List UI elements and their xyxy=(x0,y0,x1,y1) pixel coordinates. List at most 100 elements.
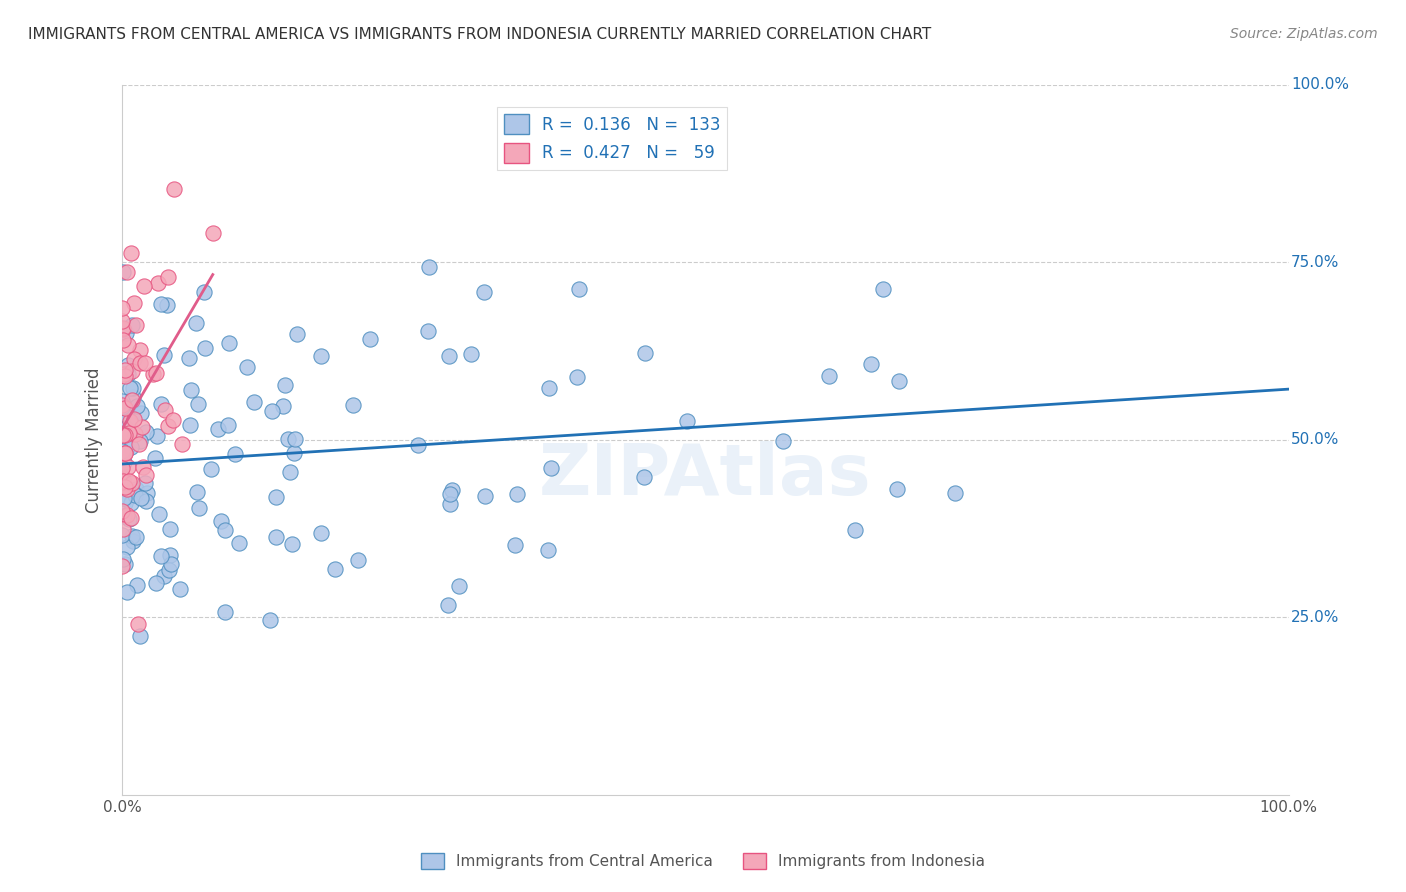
Point xyxy=(128,629,150,643)
Point xyxy=(114,425,136,440)
Point xyxy=(460,347,482,361)
Point xyxy=(186,485,208,500)
Point xyxy=(122,296,145,310)
Point xyxy=(565,369,588,384)
Point xyxy=(124,351,146,366)
Point xyxy=(125,578,148,592)
Point xyxy=(540,461,562,475)
Point xyxy=(112,491,135,506)
Point xyxy=(193,285,215,299)
Point xyxy=(236,359,259,374)
Point xyxy=(818,369,841,384)
Point xyxy=(111,461,134,475)
Point xyxy=(134,356,156,370)
Point xyxy=(160,557,183,571)
Point xyxy=(111,413,134,427)
Point xyxy=(259,614,281,628)
Point xyxy=(145,367,167,381)
Point xyxy=(114,369,136,384)
Point xyxy=(111,428,134,442)
Point xyxy=(217,417,239,432)
Point xyxy=(179,417,201,432)
Point xyxy=(228,536,250,550)
Point xyxy=(142,367,165,381)
Legend: R =  0.136   N =  133, R =  0.427   N =   59: R = 0.136 N = 133, R = 0.427 N = 59 xyxy=(496,107,727,169)
Point xyxy=(285,327,308,342)
Point xyxy=(262,404,284,418)
Point xyxy=(135,425,157,439)
Point xyxy=(676,414,699,428)
Point xyxy=(115,264,138,278)
Point xyxy=(112,321,135,335)
Point xyxy=(117,508,139,523)
Point xyxy=(159,522,181,536)
Point xyxy=(124,488,146,502)
Point xyxy=(121,364,143,378)
Point xyxy=(132,460,155,475)
Point xyxy=(111,559,134,574)
Point xyxy=(129,405,152,419)
Point xyxy=(505,538,527,552)
Point xyxy=(156,419,179,434)
Point xyxy=(112,496,135,510)
Point xyxy=(114,495,136,509)
Point xyxy=(131,419,153,434)
Text: 25.0%: 25.0% xyxy=(1291,610,1340,624)
Point xyxy=(177,351,200,365)
Point xyxy=(408,438,430,452)
Point xyxy=(772,434,794,448)
Point xyxy=(117,540,139,554)
Point xyxy=(111,527,134,541)
Text: 50.0%: 50.0% xyxy=(1291,433,1340,447)
Point xyxy=(118,425,141,440)
Point xyxy=(118,381,141,395)
Point xyxy=(112,523,135,537)
Point xyxy=(117,338,139,352)
Point xyxy=(150,549,173,563)
Point xyxy=(120,409,142,424)
Point xyxy=(120,246,142,260)
Point xyxy=(111,393,134,408)
Point xyxy=(117,358,139,372)
Point xyxy=(125,482,148,496)
Point xyxy=(872,282,894,296)
Point xyxy=(112,509,135,524)
Point xyxy=(170,437,193,451)
Y-axis label: Currently Married: Currently Married xyxy=(86,368,103,513)
Point xyxy=(120,511,142,525)
Point xyxy=(111,422,134,436)
Point xyxy=(437,349,460,363)
Point xyxy=(193,341,215,355)
Point xyxy=(271,399,294,413)
Point xyxy=(283,446,305,460)
Point xyxy=(122,534,145,549)
Point xyxy=(209,514,232,528)
Point xyxy=(163,182,186,196)
Point xyxy=(117,460,139,475)
Point xyxy=(278,465,301,479)
Point xyxy=(121,475,143,490)
Point xyxy=(218,336,240,351)
Point xyxy=(111,491,134,505)
Point xyxy=(124,427,146,442)
Point xyxy=(135,493,157,508)
Point xyxy=(129,434,152,448)
Point xyxy=(346,553,368,567)
Point xyxy=(472,285,495,300)
Point xyxy=(136,486,159,500)
Point xyxy=(122,412,145,426)
Point xyxy=(309,349,332,363)
Point xyxy=(121,318,143,332)
Text: Source: ZipAtlas.com: Source: ZipAtlas.com xyxy=(1230,27,1378,41)
Point xyxy=(180,383,202,397)
Point xyxy=(127,617,149,632)
Point xyxy=(114,558,136,572)
Point xyxy=(112,368,135,382)
Point xyxy=(359,332,381,346)
Text: IMMIGRANTS FROM CENTRAL AMERICA VS IMMIGRANTS FROM INDONESIA CURRENTLY MARRIED C: IMMIGRANTS FROM CENTRAL AMERICA VS IMMIG… xyxy=(28,27,931,42)
Text: ZIPAtlas: ZIPAtlas xyxy=(538,441,872,510)
Point xyxy=(280,537,302,551)
Point xyxy=(114,446,136,460)
Point xyxy=(111,475,134,489)
Point xyxy=(943,486,966,500)
